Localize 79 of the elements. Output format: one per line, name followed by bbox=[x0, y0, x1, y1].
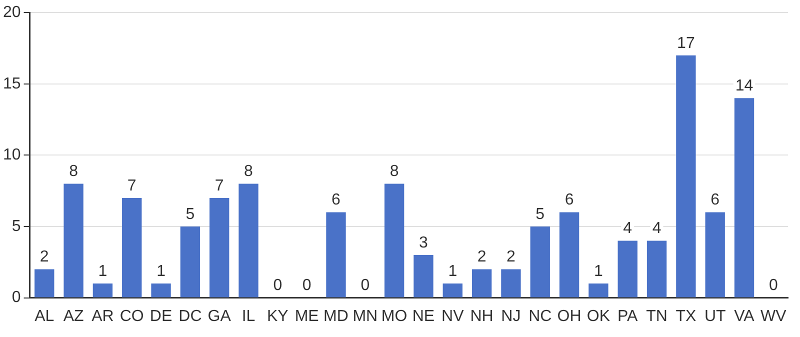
data-label: 0 bbox=[273, 277, 282, 294]
data-label: 4 bbox=[623, 220, 632, 238]
bar bbox=[588, 284, 608, 298]
x-tick-label: MO bbox=[381, 308, 408, 325]
x-tick-label: TX bbox=[676, 308, 696, 325]
x-tick-label: AL bbox=[34, 308, 54, 325]
x-tick-label: TN bbox=[646, 308, 668, 325]
bar bbox=[64, 184, 84, 298]
data-label: 17 bbox=[677, 34, 695, 52]
data-label: 2 bbox=[477, 248, 486, 266]
x-tick-label: NJ bbox=[501, 308, 521, 325]
data-label: 6 bbox=[710, 192, 720, 209]
bar bbox=[559, 212, 580, 298]
data-label: 5 bbox=[186, 206, 195, 223]
bar bbox=[92, 284, 113, 298]
data-label: 8 bbox=[390, 163, 399, 180]
bar bbox=[530, 226, 550, 298]
x-tick-label: NC bbox=[528, 308, 552, 325]
y-tick-label: 20 bbox=[3, 4, 21, 22]
bar bbox=[472, 269, 492, 298]
x-tick-label: AR bbox=[92, 308, 114, 325]
x-tick-label: NH bbox=[470, 308, 494, 325]
data-label: 7 bbox=[214, 177, 224, 194]
bar bbox=[618, 240, 638, 298]
bar bbox=[676, 55, 696, 298]
y-tick-label: 10 bbox=[3, 146, 21, 164]
x-tick-label: DE bbox=[150, 308, 172, 325]
bar bbox=[151, 284, 171, 298]
data-label: 1 bbox=[98, 262, 108, 280]
x-tick-label: PA bbox=[618, 308, 638, 325]
x-tick-label: OK bbox=[586, 308, 610, 325]
data-label: 1 bbox=[448, 262, 458, 280]
x-tick-label: KY bbox=[267, 308, 289, 325]
data-label: 7 bbox=[127, 177, 136, 194]
x-tick-label: NV bbox=[442, 308, 464, 325]
data-label: 1 bbox=[594, 262, 603, 280]
bar bbox=[180, 226, 200, 298]
y-tick-label: 15 bbox=[3, 75, 21, 92]
data-label: 6 bbox=[332, 192, 341, 209]
bar bbox=[442, 284, 462, 298]
data-label: 8 bbox=[244, 163, 254, 180]
data-label: 6 bbox=[564, 192, 574, 209]
data-label: 0 bbox=[360, 277, 370, 294]
y-tick-label: 0 bbox=[12, 289, 21, 306]
bar bbox=[384, 184, 404, 298]
bar bbox=[326, 212, 346, 298]
x-tick-label: DC bbox=[178, 308, 202, 325]
x-tick-label: MD bbox=[324, 308, 348, 325]
data-label: 2 bbox=[40, 248, 49, 266]
bar bbox=[501, 269, 521, 298]
x-tick-label: AZ bbox=[63, 308, 84, 325]
x-tick-label: ME bbox=[294, 308, 319, 325]
x-tick-label: UT bbox=[704, 308, 726, 325]
bar bbox=[705, 212, 725, 298]
data-label: 0 bbox=[302, 277, 312, 294]
bar bbox=[414, 255, 434, 298]
bar bbox=[734, 98, 754, 298]
bar bbox=[122, 198, 142, 298]
data-label: 8 bbox=[69, 163, 78, 180]
x-tick-label: NE bbox=[412, 308, 435, 325]
x-tick-label: MN bbox=[352, 308, 378, 325]
bar bbox=[34, 269, 54, 298]
data-label: 4 bbox=[652, 220, 662, 238]
data-label: 0 bbox=[768, 277, 778, 294]
bar bbox=[646, 240, 667, 298]
bar bbox=[238, 184, 258, 298]
x-tick-label: CO bbox=[120, 308, 144, 325]
bar bbox=[210, 198, 230, 298]
x-tick-label: WV bbox=[760, 308, 787, 325]
x-tick-label: OH bbox=[557, 308, 582, 325]
x-tick-label: VA bbox=[734, 308, 755, 325]
y-tick-label: 5 bbox=[12, 218, 21, 235]
data-label: 2 bbox=[506, 248, 516, 266]
data-label: 3 bbox=[419, 234, 428, 252]
x-tick-label: IL bbox=[242, 308, 256, 325]
x-tick-label: GA bbox=[208, 308, 232, 325]
data-label: 14 bbox=[735, 78, 754, 95]
data-label: 5 bbox=[536, 206, 545, 223]
data-label: 1 bbox=[156, 262, 166, 280]
